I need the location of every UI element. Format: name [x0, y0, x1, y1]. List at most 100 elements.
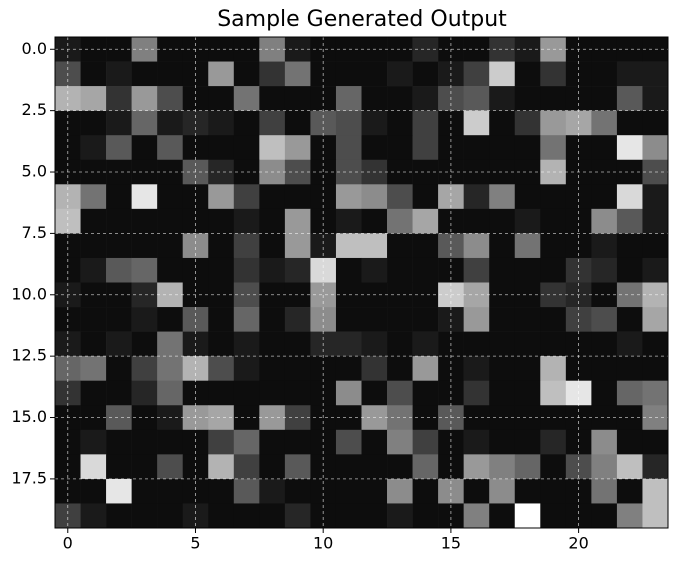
- heatmap-cell: [463, 184, 490, 210]
- heatmap-cell: [259, 135, 286, 161]
- heatmap-cell: [208, 135, 235, 161]
- heatmap-cell: [131, 478, 158, 504]
- heatmap-cell: [489, 233, 516, 259]
- heatmap-cell: [80, 478, 107, 504]
- heatmap-cell: [642, 233, 669, 259]
- heatmap-cell: [335, 257, 362, 283]
- heatmap-cell: [106, 233, 132, 259]
- heatmap-cell: [106, 61, 132, 87]
- heatmap-cell: [361, 61, 388, 87]
- heatmap-cell: [259, 110, 286, 136]
- heatmap-cell: [208, 86, 235, 111]
- heatmap-cell: [591, 135, 618, 161]
- heatmap-cell: [106, 331, 132, 357]
- heatmap-cell: [361, 184, 388, 210]
- heatmap-cell: [361, 86, 388, 111]
- heatmap-cell: [591, 331, 618, 357]
- heatmap-cell: [489, 307, 516, 332]
- heatmap-cell: [514, 184, 541, 210]
- heatmap-cell: [540, 429, 567, 455]
- heatmap-cell: [489, 208, 516, 234]
- heatmap-cell: [157, 110, 184, 136]
- heatmap-cell: [208, 503, 235, 529]
- heatmap-cell: [642, 110, 669, 136]
- heatmap-cell: [463, 208, 490, 234]
- heatmap-cell: [131, 184, 158, 210]
- heatmap-cell: [157, 503, 184, 529]
- heatmap-cell: [80, 233, 107, 259]
- heatmap-cell: [591, 110, 618, 136]
- heatmap-cell: [208, 208, 235, 234]
- heatmap-cell: [361, 356, 388, 381]
- heatmap-cell: [157, 331, 184, 357]
- heatmap-cell: [514, 61, 541, 87]
- heatmap-cell: [80, 307, 107, 332]
- heatmap-cell: [463, 307, 490, 332]
- heatmap-cell: [412, 233, 439, 259]
- heatmap-cell: [259, 380, 286, 406]
- heatmap-cell: [642, 86, 669, 111]
- heatmap-cell: [131, 86, 158, 111]
- heatmap-cell: [514, 307, 541, 332]
- heatmap-cell: [361, 454, 388, 480]
- heatmap-cell: [208, 257, 235, 283]
- heatmap-cell: [106, 208, 132, 234]
- heatmap-cell: [259, 356, 286, 381]
- heatmap-cell: [157, 429, 184, 455]
- heatmap-cell: [489, 331, 516, 357]
- heatmap-cell: [259, 257, 286, 283]
- heatmap-cell: [540, 208, 567, 234]
- heatmap-cell: [157, 208, 184, 234]
- heatmap-cell: [540, 135, 567, 161]
- heatmap-cell: [80, 86, 107, 111]
- heatmap-cell: [463, 233, 490, 259]
- heatmap-cell: [591, 208, 618, 234]
- heatmap-cell: [233, 61, 260, 87]
- heatmap-cell: [106, 110, 132, 136]
- heatmap-cell: [412, 307, 439, 332]
- heatmap-cell: [335, 478, 362, 504]
- heatmap-cell: [514, 356, 541, 381]
- heatmap-cell: [463, 380, 490, 406]
- heatmap-cell: [233, 135, 260, 161]
- heatmap-cell: [208, 184, 235, 210]
- heatmap-cell: [540, 307, 567, 332]
- heatmap-cell: [233, 429, 260, 455]
- heatmap-cell: [284, 184, 311, 210]
- heatmap-cell: [616, 331, 643, 357]
- heatmap-cell: [591, 356, 618, 381]
- heatmap-cell: [412, 331, 439, 357]
- heatmap-cell: [106, 380, 132, 406]
- heatmap-cell: [131, 110, 158, 136]
- heatmap-cell: [284, 380, 311, 406]
- y-tick-label: 10.0: [11, 284, 47, 303]
- heatmap-cell: [642, 454, 669, 480]
- heatmap-cell: [361, 208, 388, 234]
- heatmap-cell: [233, 86, 260, 111]
- heatmap-cell: [335, 307, 362, 332]
- heatmap-cell: [463, 503, 490, 529]
- x-tick-label: 10: [313, 534, 333, 553]
- heatmap-cell: [259, 307, 286, 332]
- heatmap-cell: [335, 331, 362, 357]
- plot-frame: [54, 36, 669, 529]
- heatmap-cell: [335, 380, 362, 406]
- heatmap-cell: [514, 257, 541, 283]
- heatmap-cell: [233, 503, 260, 529]
- heatmap-cell: [463, 110, 490, 136]
- heatmap-cell: [540, 233, 567, 259]
- heatmap-cell: [106, 503, 132, 529]
- heatmap-cell: [131, 233, 158, 259]
- heatmap-cell: [642, 429, 669, 455]
- heatmap-cell: [131, 257, 158, 283]
- heatmap-cell: [80, 503, 107, 529]
- heatmap-cell: [131, 61, 158, 87]
- heatmap-cell: [616, 135, 643, 161]
- heatmap-cell: [259, 61, 286, 87]
- heatmap-cell: [361, 135, 388, 161]
- heatmap-cell: [591, 503, 618, 529]
- heatmap-cell: [80, 454, 107, 480]
- heatmap-cell: [106, 86, 132, 111]
- chart-title: Sample Generated Output: [217, 7, 507, 32]
- heatmap-cell: [106, 429, 132, 455]
